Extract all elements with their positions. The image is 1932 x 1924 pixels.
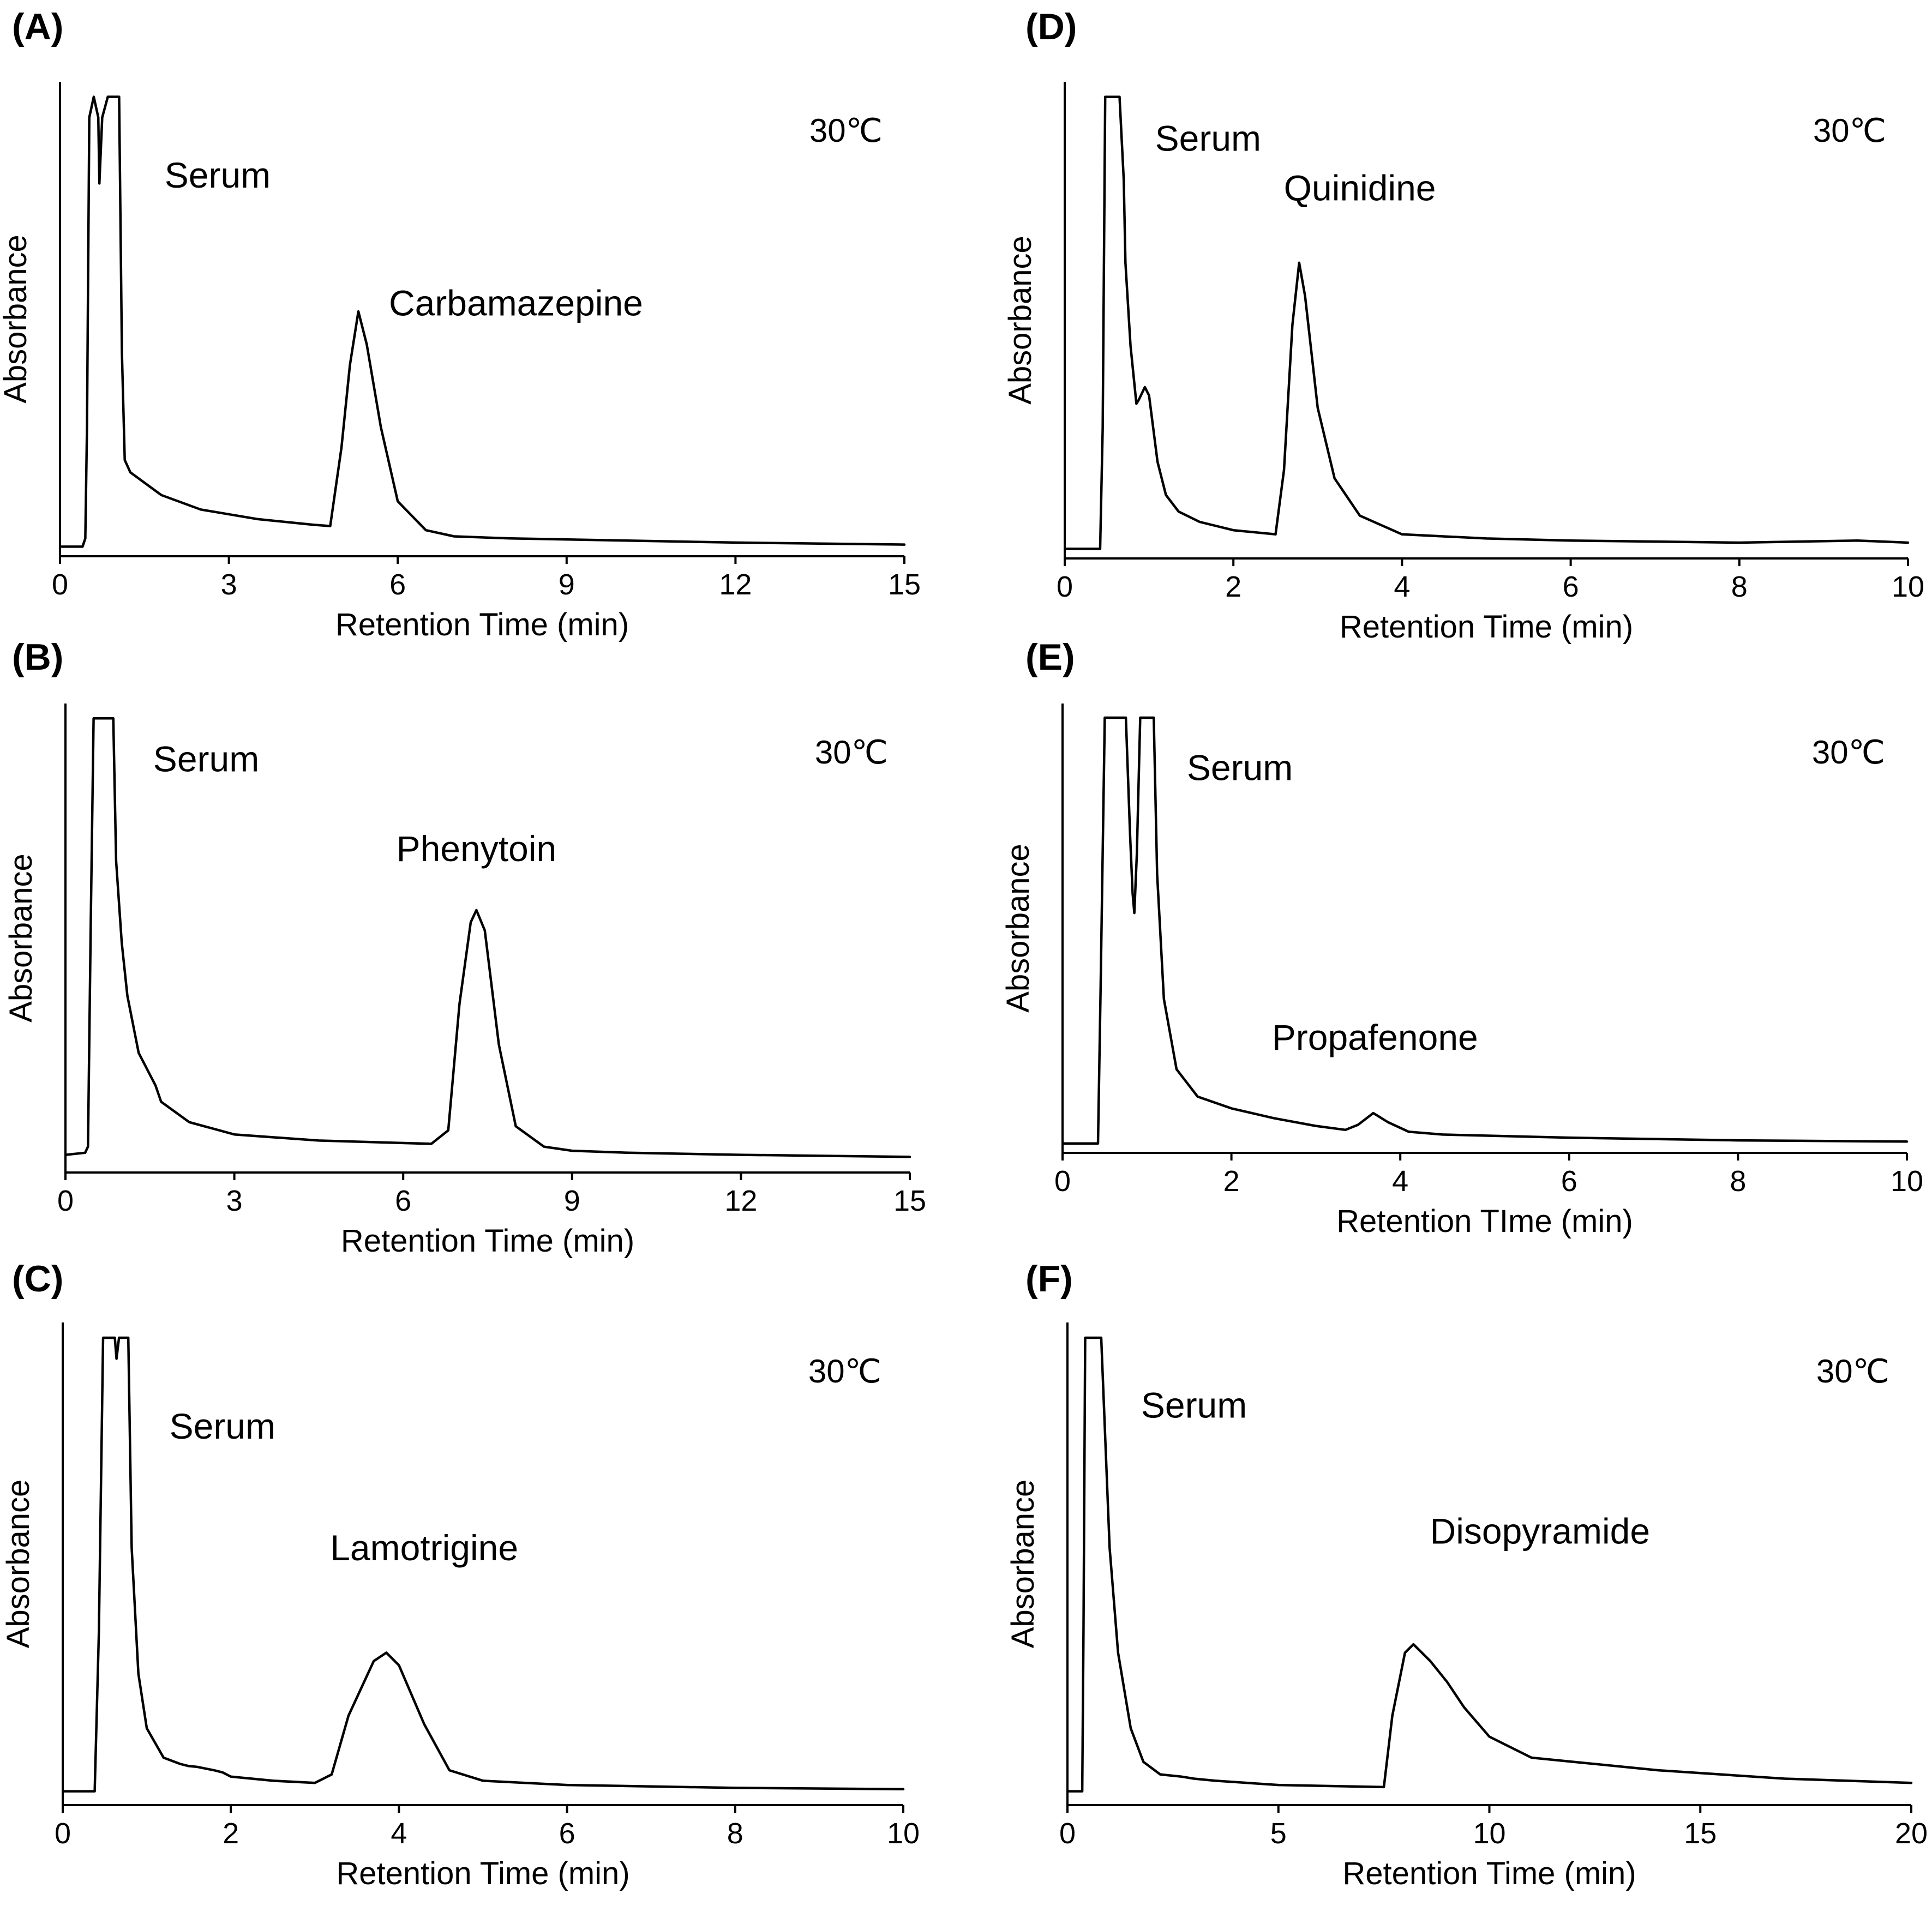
- chromatogram-trace: [1065, 95, 1910, 550]
- peak-annotation: Phenytoin: [397, 828, 557, 869]
- x-tick-label: 6: [389, 568, 406, 601]
- peak-annotation: Serum: [1141, 1385, 1247, 1425]
- x-tick-label: 0: [1054, 1165, 1071, 1198]
- x-tick-label: 15: [893, 1185, 926, 1217]
- x-tick-label: 4: [391, 1817, 407, 1850]
- x-tick-label: 0: [55, 1817, 71, 1850]
- peak-annotation: Serum: [1187, 748, 1293, 788]
- panel-label: (C): [12, 1258, 63, 1300]
- peak-annotation: Lamotrigine: [330, 1528, 518, 1568]
- x-tick-label: 2: [1225, 570, 1241, 603]
- x-tick-label: 6: [559, 1817, 575, 1850]
- chart-panel-d: (D) 0 2 4 6 8 10 Retention Time (min) Absorbance…: [1003, 6, 1924, 645]
- x-tick-label: 6: [395, 1185, 411, 1217]
- y-axis-title: Absorbance: [1005, 1480, 1041, 1649]
- temperature-label: 30℃: [809, 112, 883, 149]
- peak-annotation: Serum: [165, 155, 271, 195]
- chart-panel-f: (F) 0 5 10 15 20 Retention Time (min) Absorbanc…: [1005, 1258, 1928, 1891]
- y-axis-title: Absorbance: [3, 853, 39, 1023]
- panel-label: (F): [1025, 1258, 1073, 1300]
- chromatogram-trace: [65, 717, 911, 1158]
- x-axis-title: Retention Time (min): [336, 1856, 629, 1891]
- x-tick-label: 10: [887, 1817, 920, 1850]
- y-axis-title: Absorbance: [1003, 236, 1038, 405]
- x-axis-title: Retention Time (min): [335, 607, 629, 642]
- chart-panel-c: (C) 0 2 4 6 8 10 Retention Time (min) Absorbance…: [1, 1258, 920, 1891]
- x-tick-label: 8: [727, 1817, 743, 1850]
- x-tick-label: 3: [226, 1185, 243, 1217]
- x-tick-label: 15: [1684, 1817, 1717, 1850]
- panel-label: (A): [12, 6, 63, 47]
- x-tick-label: 0: [1059, 1817, 1076, 1850]
- panel-label: (E): [1025, 636, 1075, 678]
- x-tick-label: 4: [1394, 570, 1410, 603]
- x-tick-label: 10: [1891, 1165, 1923, 1198]
- y-axis-title: Absorbance: [1000, 844, 1036, 1013]
- temperature-label: 30℃: [815, 734, 888, 771]
- peak-annotation: Serum: [153, 738, 259, 779]
- chart-panel-a: (A) 0 3 6 9 12 15 Retention Time (min) Absorbanc…: [0, 6, 921, 642]
- x-tick-label: 2: [1223, 1165, 1240, 1198]
- temperature-label: 30℃: [1813, 112, 1886, 149]
- x-tick-label: 15: [888, 568, 921, 601]
- temperature-label: 30℃: [808, 1353, 881, 1390]
- x-tick-label: 3: [221, 568, 237, 601]
- x-tick-label: 4: [1392, 1165, 1408, 1198]
- x-tick-label: 20: [1895, 1817, 1928, 1850]
- x-tick-label: 9: [564, 1185, 580, 1217]
- panel-label: (B): [12, 636, 63, 678]
- peak-annotation: Carbamazepine: [389, 283, 643, 323]
- x-tick-label: 12: [724, 1185, 757, 1217]
- x-tick-label: 8: [1730, 1165, 1746, 1198]
- chart-panel-b: (B) 0 3 6 9 12 15 Retention Time (min) Absorbanc…: [3, 636, 926, 1259]
- y-axis-title: Absorbance: [0, 235, 33, 404]
- x-tick-label: 9: [559, 568, 575, 601]
- x-tick-label: 10: [1473, 1817, 1505, 1850]
- x-tick-label: 10: [1892, 570, 1924, 603]
- x-tick-label: 6: [1561, 1165, 1577, 1198]
- x-tick-label: 2: [223, 1817, 239, 1850]
- chromatogram-trace: [1063, 716, 1909, 1145]
- peak-annotation: Quinidine: [1284, 168, 1436, 208]
- x-axis-title: Retention Time (min): [1342, 1856, 1636, 1891]
- chromatogram-trace: [63, 1336, 905, 1793]
- x-tick-label: 0: [1057, 570, 1073, 603]
- x-tick-label: 8: [1731, 570, 1748, 603]
- x-tick-label: 6: [1563, 570, 1579, 603]
- peak-annotation: Disopyramide: [1430, 1511, 1650, 1551]
- x-tick-label: 5: [1270, 1817, 1287, 1850]
- panel-label: (D): [1025, 6, 1077, 47]
- x-tick-label: 0: [52, 568, 68, 601]
- peak-annotation: Serum: [170, 1406, 275, 1446]
- y-axis-title: Absorbance: [1, 1480, 36, 1649]
- chromatogram-trace: [1067, 1336, 1913, 1793]
- peak-annotation: Propafenone: [1272, 1017, 1478, 1057]
- temperature-label: 30℃: [1816, 1353, 1889, 1390]
- x-tick-label: 12: [719, 568, 752, 601]
- x-axis-title: Retention Time (min): [1340, 609, 1633, 645]
- x-axis-title: Retention TIme (min): [1336, 1204, 1633, 1239]
- x-axis-title: Retention Time (min): [341, 1223, 634, 1259]
- x-tick-label: 0: [57, 1185, 74, 1217]
- chart-panel-e: (E) 0 2 4 6 8 10 Retention TIme (min) Absorbance…: [1000, 636, 1923, 1239]
- temperature-label: 30℃: [1812, 734, 1885, 771]
- peak-annotation: Serum: [1155, 118, 1261, 158]
- chromatogram-trace: [60, 95, 906, 548]
